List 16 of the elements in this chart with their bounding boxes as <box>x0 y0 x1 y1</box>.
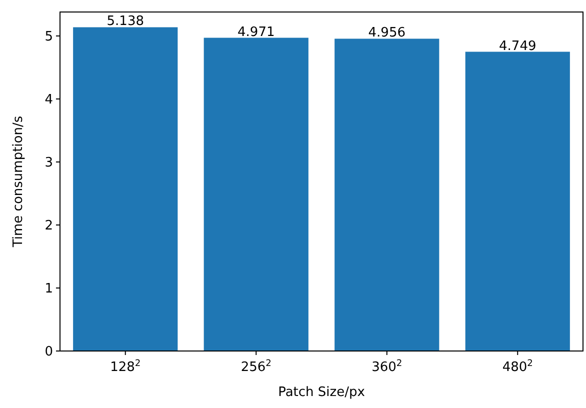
y-tick-label: 1 <box>44 282 53 297</box>
data-label: 5.138 <box>106 14 144 30</box>
y-tick-label: 4 <box>44 92 53 108</box>
y-axis-title: Time consumption/s <box>11 116 26 248</box>
data-label: 4.956 <box>368 26 406 41</box>
x-axis-title: Patch Size/px <box>278 385 366 400</box>
y-tick-label: 5 <box>44 29 53 44</box>
x-tick-label: 256$^{2}$ <box>240 359 272 375</box>
y-tick-label: 2 <box>44 218 53 234</box>
data-label: 4.749 <box>499 38 536 54</box>
x-tick-label: 480$^{2}$ <box>502 359 533 375</box>
data-label: 4.971 <box>238 24 275 40</box>
y-tick-label: 0 <box>44 344 53 360</box>
x-tick-label: 360$^{2}$ <box>372 359 402 375</box>
y-tick-label: 3 <box>44 156 53 171</box>
x-tick-label: 128$^{2}$ <box>110 359 141 375</box>
